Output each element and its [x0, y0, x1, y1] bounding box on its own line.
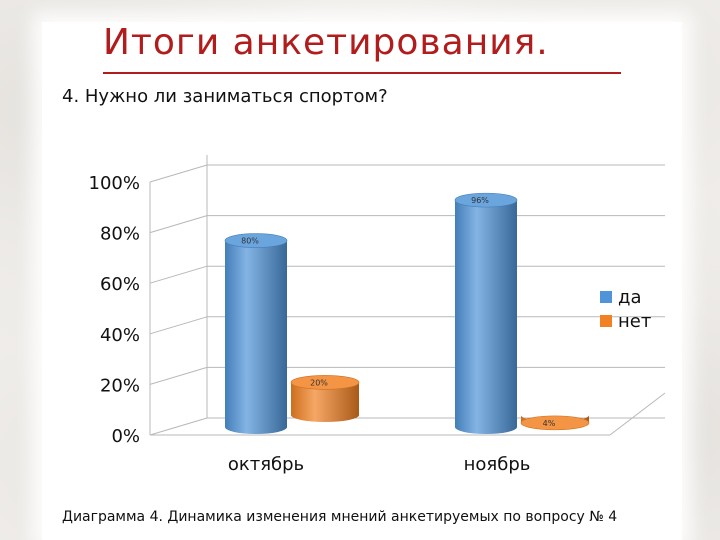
- gridline-depth: [149, 215, 208, 234]
- y-tick-label: 40%: [100, 325, 140, 346]
- legend-swatch-net: [600, 315, 612, 327]
- gridline-depth: [149, 164, 208, 183]
- gridline-depth: [149, 316, 208, 335]
- data-label: 20%: [310, 378, 328, 387]
- bar-top-да-октябрь: [224, 233, 288, 248]
- bar-да-ноябрь: [455, 200, 517, 434]
- chart-caption: Диаграмма 4. Динамика изменения мнений а…: [62, 509, 618, 525]
- bar-top-нет-ноябрь: [520, 415, 590, 431]
- legend-swatch-da: [600, 291, 612, 303]
- y-tick-label: 0%: [111, 426, 140, 447]
- data-label: 96%: [471, 196, 489, 205]
- y-tick-label: 100%: [89, 173, 140, 194]
- data-label: 4%: [543, 419, 556, 428]
- y-tick-label: 20%: [100, 375, 140, 396]
- y-tick-label: 60%: [100, 274, 140, 295]
- legend-item-net: нет: [600, 309, 651, 333]
- title-underline: [103, 72, 621, 74]
- bar-нет-октябрь: [291, 382, 359, 422]
- gridline-depth: [149, 265, 208, 284]
- floor-edge: [609, 392, 666, 436]
- bar-да-октябрь: [225, 240, 287, 434]
- gridline-depth: [149, 417, 208, 436]
- legend-item-da: да: [600, 285, 651, 309]
- chart-legend: да нет: [600, 285, 651, 333]
- x-tick-label: ноябрь: [464, 454, 531, 475]
- bar-top-нет-октябрь: [290, 375, 360, 390]
- legend-label-net: нет: [618, 310, 652, 332]
- slide-panel: [42, 22, 682, 540]
- gridline-depth: [149, 366, 208, 385]
- x-tick-label: октябрь: [228, 454, 304, 475]
- question-text: 4. Нужно ли заниматься спортом?: [62, 86, 388, 107]
- slide-title: Итоги анкетирования.: [103, 22, 549, 63]
- bar-top-да-ноябрь: [454, 192, 518, 208]
- y-tick-label: 80%: [100, 224, 140, 245]
- data-label: 80%: [241, 237, 259, 246]
- legend-label-da: да: [618, 286, 642, 308]
